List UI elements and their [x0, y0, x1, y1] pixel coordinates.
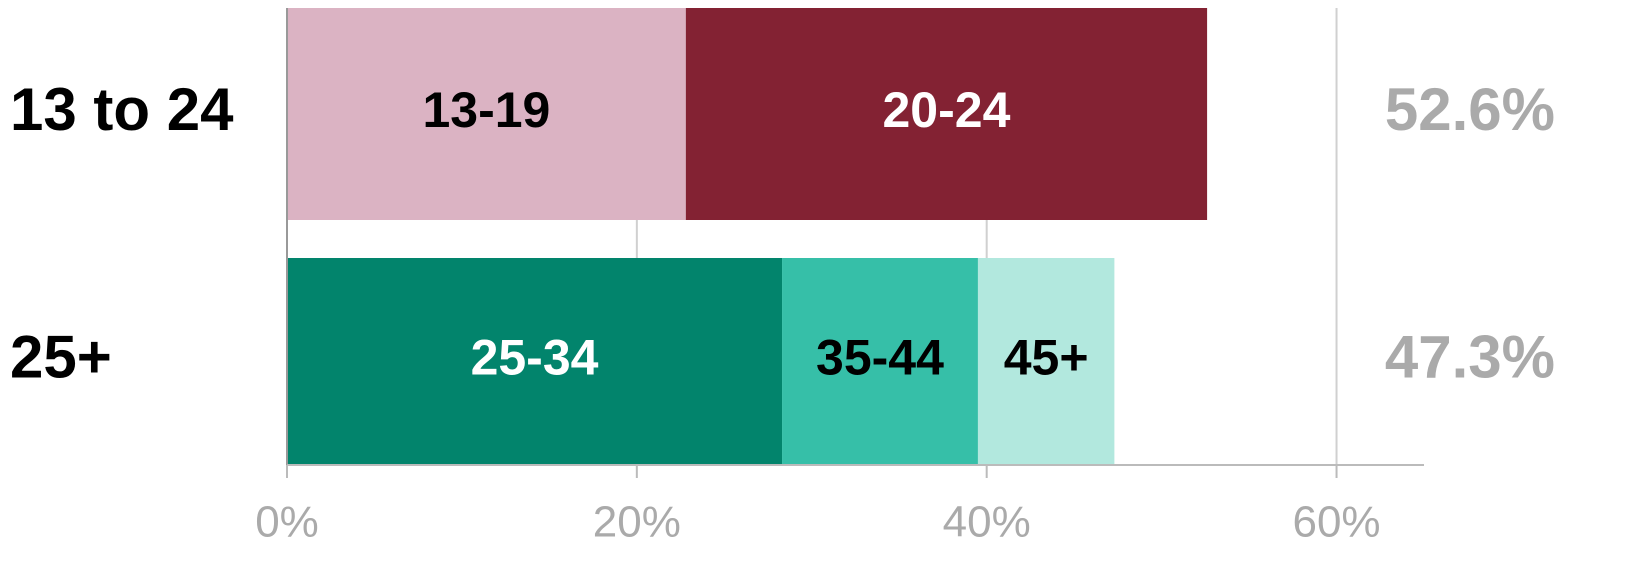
x-tick-label: 20%: [593, 498, 681, 547]
segment-label: 13-19: [422, 82, 550, 138]
bar-segment: [977, 258, 1115, 465]
total-label: 52.6%: [1385, 76, 1555, 143]
x-tick-label: 0%: [255, 498, 319, 547]
bar-segment: [685, 8, 1208, 220]
x-tick-label: 40%: [943, 498, 1031, 547]
segment-label: 45+: [1004, 330, 1089, 386]
x-tick-label: 60%: [1292, 498, 1380, 547]
category-label: 13 to 24: [10, 76, 234, 143]
bar-segment: [287, 8, 686, 220]
bar-segment: [782, 258, 978, 465]
segment-label: 35-44: [816, 330, 944, 386]
segment-label: 25-34: [471, 330, 599, 386]
segment-label: 20-24: [883, 82, 1011, 138]
bar-segment: [287, 258, 783, 465]
category-label: 25+: [10, 323, 112, 390]
total-label: 47.3%: [1385, 323, 1555, 390]
